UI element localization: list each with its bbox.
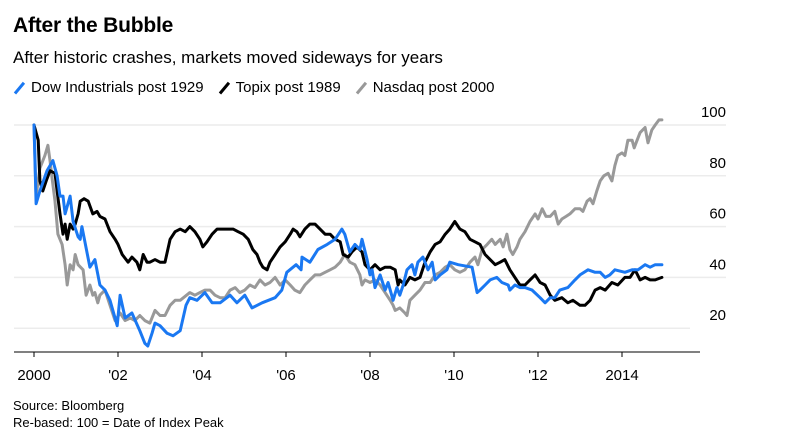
y-tick-label-60: 60 bbox=[709, 206, 726, 223]
legend-label-dow: Dow Industrials post 1929 bbox=[31, 79, 204, 96]
x-tick-label-4: '04 bbox=[192, 367, 212, 384]
series-line-topix bbox=[32, 123, 664, 307]
y-tick-label-40: 40 bbox=[709, 256, 726, 273]
legend-item-nasdaq: Nasdaq post 2000 bbox=[355, 79, 495, 96]
x-tick-label-6: '06 bbox=[276, 367, 296, 384]
source-note: Source: Bloomberg bbox=[13, 398, 125, 413]
x-tick-label-2: '02 bbox=[108, 367, 128, 384]
series-lines bbox=[32, 118, 664, 348]
x-tick-label-12: '12 bbox=[528, 367, 548, 384]
y-tick-label-100: 100 bbox=[701, 104, 726, 121]
x-tick-label-14: 2014 bbox=[605, 367, 638, 384]
x-axis: 2000 '02 '04 '06 '08 '10 '12 2014 bbox=[14, 351, 700, 384]
chart-title: After the Bubble bbox=[13, 14, 174, 37]
legend-item-topix: Topix post 1989 bbox=[218, 79, 341, 96]
legend-label-nasdaq: Nasdaq post 2000 bbox=[372, 79, 495, 96]
y-tick-label-80: 80 bbox=[709, 155, 726, 172]
legend: Dow Industrials post 1929 Topix post 198… bbox=[13, 79, 494, 96]
y-tick-label-20: 20 bbox=[709, 307, 726, 324]
y-axis: 20 40 60 80 100 bbox=[701, 104, 726, 324]
x-tick-label-10: '10 bbox=[444, 367, 464, 384]
x-tick-label-8: '08 bbox=[360, 367, 380, 384]
legend-label-topix: Topix post 1989 bbox=[235, 79, 341, 96]
rebase-note: Re-based: 100 = Date of Index Peak bbox=[13, 415, 224, 430]
chart-subtitle: After historic crashes, markets moved si… bbox=[13, 48, 443, 67]
legend-item-dow: Dow Industrials post 1929 bbox=[13, 79, 204, 96]
series-line-dow bbox=[32, 123, 664, 348]
series-line-nasdaq bbox=[32, 118, 664, 325]
x-tick-label-0: 2000 bbox=[17, 367, 50, 384]
